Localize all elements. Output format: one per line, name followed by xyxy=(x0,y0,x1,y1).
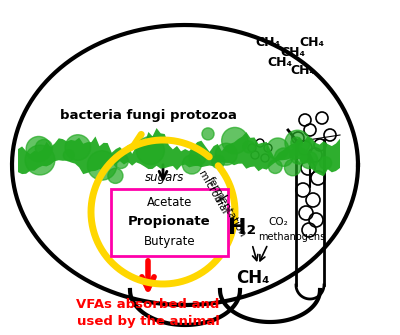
Text: methanogens: methanogens xyxy=(258,232,325,242)
Text: VFAs absorbed and
used by the animal: VFAs absorbed and used by the animal xyxy=(76,298,220,328)
Circle shape xyxy=(274,148,293,166)
Circle shape xyxy=(25,145,55,175)
Circle shape xyxy=(222,127,248,154)
Text: Butyrate: Butyrate xyxy=(144,234,195,248)
Circle shape xyxy=(189,149,206,165)
Text: microbial: microbial xyxy=(196,169,230,215)
Circle shape xyxy=(182,155,202,174)
Circle shape xyxy=(108,168,123,183)
Circle shape xyxy=(267,138,289,160)
Circle shape xyxy=(65,135,91,160)
Polygon shape xyxy=(18,128,340,176)
Circle shape xyxy=(300,151,318,169)
Text: CH₄: CH₄ xyxy=(256,36,280,49)
Text: bacteria fungi protozoa: bacteria fungi protozoa xyxy=(60,109,236,122)
Circle shape xyxy=(63,150,74,161)
Circle shape xyxy=(268,160,282,174)
Text: CH₄: CH₄ xyxy=(280,46,306,59)
Circle shape xyxy=(290,147,307,164)
Text: CH₄: CH₄ xyxy=(290,64,316,76)
Circle shape xyxy=(114,154,128,169)
Circle shape xyxy=(35,139,52,157)
Text: fermentation: fermentation xyxy=(205,175,247,239)
Circle shape xyxy=(212,155,224,168)
Circle shape xyxy=(243,141,255,153)
FancyBboxPatch shape xyxy=(111,189,228,256)
Text: CO₂: CO₂ xyxy=(268,217,288,227)
Text: CH₄: CH₄ xyxy=(268,56,292,68)
Circle shape xyxy=(291,137,302,148)
Circle shape xyxy=(202,128,214,140)
Circle shape xyxy=(26,136,51,161)
Circle shape xyxy=(319,157,332,169)
Text: |: | xyxy=(213,194,227,204)
Circle shape xyxy=(87,151,117,180)
Text: Acetate: Acetate xyxy=(147,197,192,209)
Text: sugars: sugars xyxy=(145,171,184,184)
Text: CH₄: CH₄ xyxy=(236,269,270,287)
Circle shape xyxy=(136,137,164,164)
Text: H₂: H₂ xyxy=(228,218,256,238)
Circle shape xyxy=(284,159,301,176)
Text: Propionate: Propionate xyxy=(128,215,211,228)
Text: CH₄: CH₄ xyxy=(300,36,324,49)
Circle shape xyxy=(285,130,310,155)
Circle shape xyxy=(215,143,237,165)
